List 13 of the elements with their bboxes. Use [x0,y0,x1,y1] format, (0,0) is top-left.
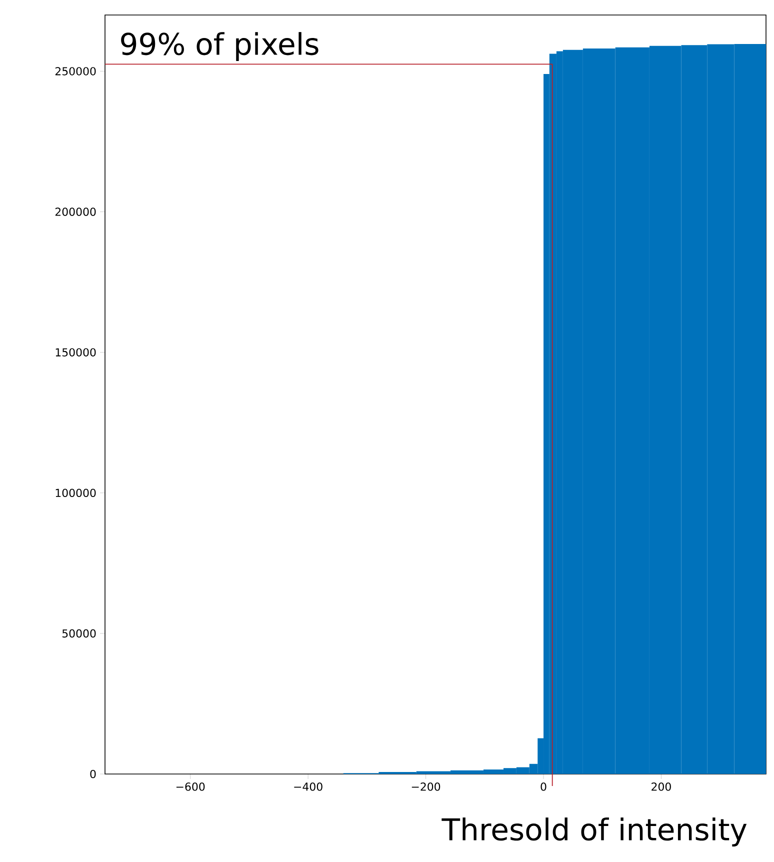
y-tick-label: 0 [90,770,96,778]
x-tick-label: 0 [540,782,546,791]
y-tick-label: 200000 [55,208,96,216]
x-tick-label: −400 [294,782,322,791]
x-tick-label: 200 [652,782,671,791]
y-tick-label: 100000 [56,488,96,498]
x-axis-title: Thresold of intensity [442,818,747,846]
x-tick-label: −200 [412,782,440,791]
y-tick-label: 250000 [55,67,96,76]
y-tick-label: 50000 [62,629,96,638]
ref-line-label: 99% of pixels [121,32,318,61]
y-tick-label: 150000 [56,348,96,356]
x-tick-label: −600 [176,782,205,791]
